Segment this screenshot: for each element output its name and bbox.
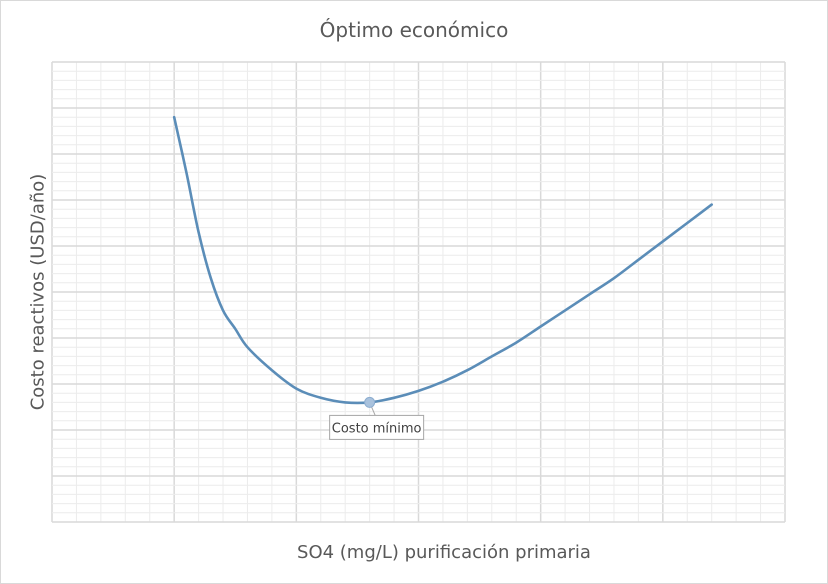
- gridlines: [51, 61, 786, 523]
- annotation-label: Costo mínimo: [332, 421, 422, 436]
- chart-title: Óptimo económico: [319, 18, 509, 42]
- annotation-box: [329, 414, 425, 440]
- annotations: Costo mínimo: [329, 396, 425, 440]
- minimum-marker: [364, 396, 376, 408]
- series-line-0: [172, 115, 713, 405]
- series-lines: [172, 115, 713, 405]
- x-axis-label: SO4 (mg/L) purificación primaria: [297, 542, 591, 563]
